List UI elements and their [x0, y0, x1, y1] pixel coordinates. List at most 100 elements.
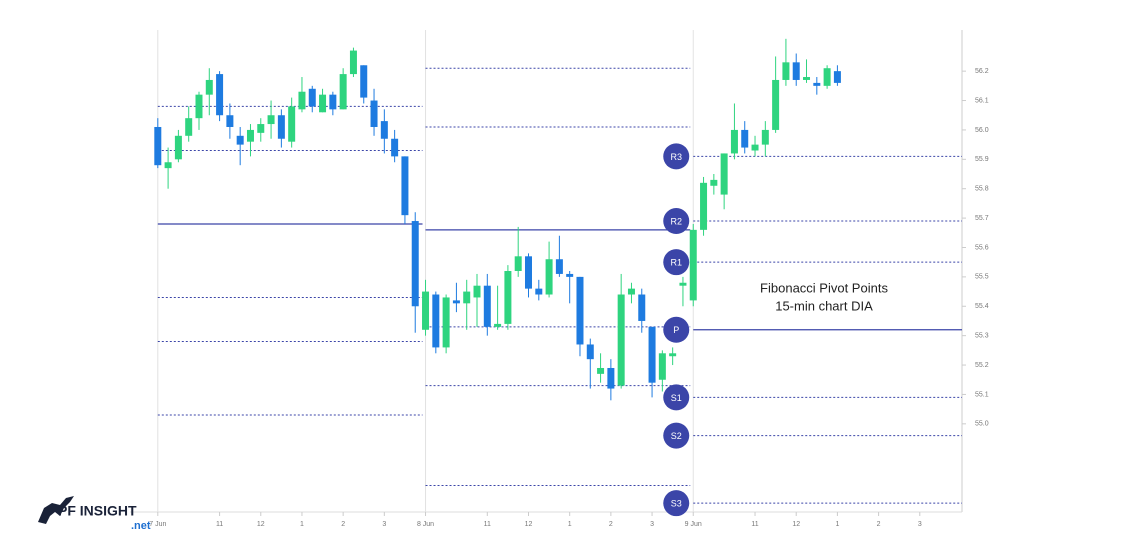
candle [195, 91, 203, 130]
candle [432, 291, 440, 354]
candle-body [638, 294, 646, 321]
candle-body [772, 79, 780, 130]
candle [473, 273, 481, 327]
candle-body [782, 62, 790, 80]
candle-body [174, 135, 182, 160]
candle [370, 88, 378, 136]
y-tick-label: 55.4 [975, 303, 989, 310]
x-tick-label: 7 Jun [149, 521, 166, 528]
candle [535, 279, 543, 301]
x-tick-label: 3 [650, 521, 654, 528]
candle-body [452, 300, 460, 304]
candle [761, 121, 769, 157]
candle [607, 359, 615, 401]
pivot-label: R2 [670, 216, 682, 226]
candle-body [339, 74, 347, 110]
candle-body [267, 115, 275, 125]
pivot-badge [663, 490, 690, 517]
candle [597, 353, 605, 383]
candle [288, 97, 296, 148]
candle [483, 273, 491, 336]
candle-body [154, 126, 162, 166]
candle-body [617, 294, 625, 386]
candle [555, 235, 563, 277]
candle [452, 282, 460, 313]
pivot-badge [663, 422, 690, 449]
candle-body [792, 62, 800, 80]
candle-body [185, 118, 193, 136]
candle [226, 103, 234, 139]
candle-body [751, 144, 759, 151]
candle [658, 350, 666, 392]
candle-body [524, 256, 532, 289]
candle [308, 85, 316, 113]
candle [514, 226, 522, 277]
candle [648, 326, 656, 398]
candle-body [720, 153, 728, 195]
candle-body [319, 94, 327, 113]
candle-body [658, 353, 666, 380]
candle-body [597, 367, 605, 374]
candle-body [607, 367, 615, 389]
candle-body [205, 79, 213, 95]
y-tick-label: 55.5 [975, 274, 989, 281]
y-tick-label: 55.9 [975, 156, 989, 163]
candle [504, 265, 512, 330]
pivot-label: S2 [671, 431, 682, 441]
pivot-badge [663, 384, 690, 411]
candle-body [803, 77, 811, 80]
pivot-badge [663, 143, 690, 170]
candle-body [329, 94, 337, 110]
candle [741, 121, 749, 154]
candle-body [730, 129, 738, 154]
candle-body [277, 115, 285, 139]
candle [236, 126, 244, 166]
candle [411, 212, 419, 333]
candle [164, 147, 172, 189]
x-tick-label: 3 [382, 521, 386, 528]
candle [524, 253, 532, 298]
x-tick-label: 12 [525, 521, 533, 528]
x-tick-label: 1 [300, 521, 304, 528]
x-tick-label: 1 [568, 521, 572, 528]
candle-body [627, 288, 635, 295]
candle [792, 53, 800, 86]
x-tick-label: 2 [341, 521, 345, 528]
pivot-label: R1 [670, 258, 682, 268]
candle [174, 129, 182, 163]
candle [494, 285, 502, 330]
annotation: Fibonacci Pivot Points [760, 280, 888, 295]
candle [730, 103, 738, 160]
candle [689, 223, 697, 307]
candle-body [535, 288, 543, 295]
candle [772, 56, 780, 133]
candle-body [308, 88, 316, 107]
candle [319, 88, 327, 113]
x-tick-label: 11 [484, 521, 491, 528]
candle [710, 174, 718, 195]
pivot-badge [663, 249, 690, 276]
candle-body [360, 65, 368, 98]
candle [185, 106, 193, 142]
x-tick-label: 3 [918, 521, 922, 528]
pivot-badge [663, 316, 690, 343]
candle [298, 77, 306, 113]
x-tick-label: 12 [792, 521, 800, 528]
logo: PF INSIGHT .net [38, 496, 151, 532]
pivot-label: R3 [670, 152, 682, 162]
x-tick-label: 2 [609, 521, 613, 528]
candle-body [226, 115, 234, 127]
candle-body [689, 229, 697, 301]
candle [216, 71, 224, 122]
logo-name: PF INSIGHT [58, 503, 137, 519]
candle [638, 288, 646, 333]
candle [813, 77, 821, 95]
candle [391, 129, 399, 163]
candle-body [442, 297, 450, 348]
candle [267, 100, 275, 139]
candle-body [391, 138, 399, 157]
x-tick-label: 2 [877, 521, 881, 528]
y-tick-label: 55.8 [975, 186, 989, 193]
x-tick-label: 8 Jun [417, 521, 434, 528]
